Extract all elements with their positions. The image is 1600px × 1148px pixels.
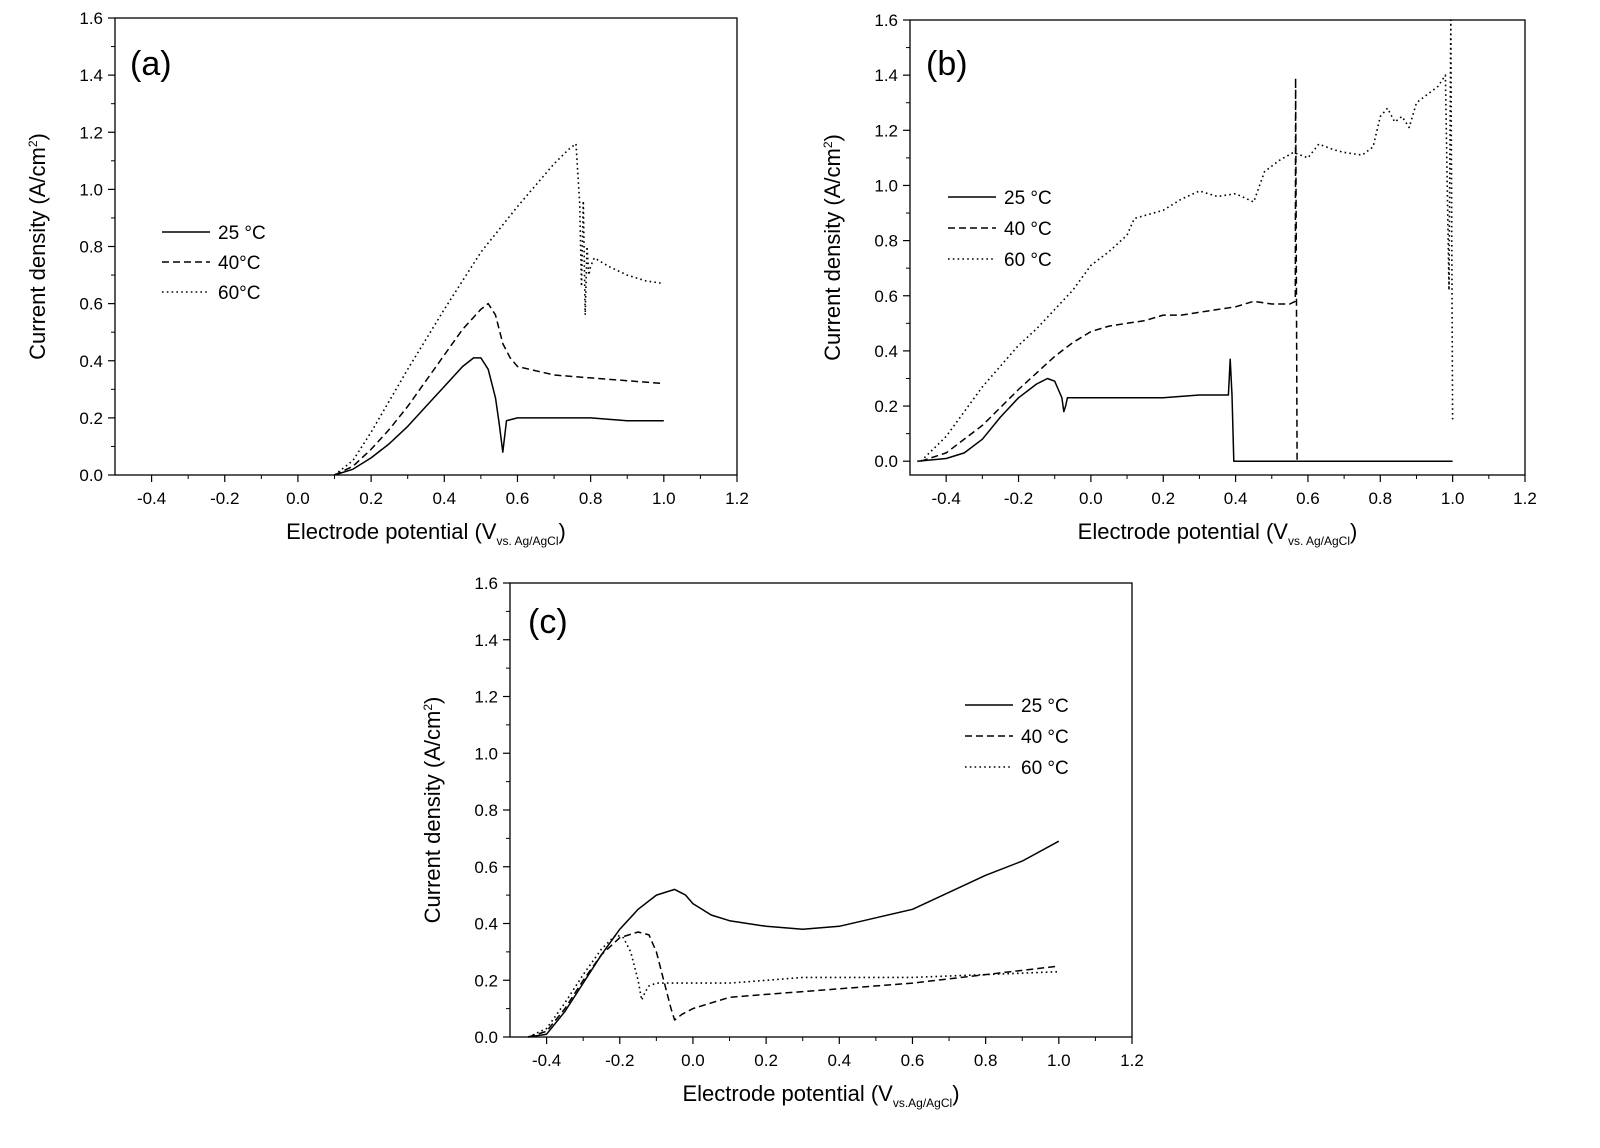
series-line — [917, 358, 1453, 462]
x-tick-label: -0.4 — [532, 1051, 561, 1070]
legend-label: 60°C — [218, 283, 260, 304]
legend-label: 25 °C — [1021, 696, 1069, 717]
y-tick-label: 1.2 — [474, 688, 498, 707]
y-tick-label: 0.0 — [79, 466, 103, 485]
x-axis-title: Electrode potential (Vvs.Ag/AgCl) — [682, 1081, 959, 1110]
panel-label: (b) — [926, 45, 968, 83]
x-tick-label: 1.0 — [1047, 1051, 1071, 1070]
legend-label: 60 °C — [1004, 250, 1052, 271]
x-tick-label: 0.2 — [754, 1051, 778, 1070]
y-tick-label: 1.0 — [474, 744, 498, 763]
legend: 25 °C 40 °C 60 °C — [965, 696, 1069, 779]
series-line — [528, 931, 1059, 1038]
y-tick-label: 1.0 — [79, 180, 103, 199]
y-tick-label: 1.6 — [474, 574, 498, 593]
y-tick-label: 0.6 — [474, 858, 498, 877]
chart-panel-c: -0.4 -0.2 0.0 0.2 0.4 0.6 0.8 1.0 1.2 0.0 0.2 0.4 0.… — [420, 574, 1144, 1110]
x-tick-label: 0.0 — [1079, 489, 1103, 508]
series-line — [528, 840, 1060, 1038]
x-tick-label: 1.2 — [1513, 489, 1537, 508]
y-axis-title: Current density (A/cm2) — [25, 133, 50, 360]
y-tick-label: 0.6 — [874, 287, 898, 306]
series-line — [920, 77, 1308, 462]
y-axis-title: Current density (A/cm2) — [820, 134, 845, 361]
series-line — [334, 302, 664, 476]
legend-label: 40°C — [218, 253, 260, 274]
y-tick-label: 0.2 — [874, 397, 898, 416]
series-line — [920, 19, 1454, 462]
x-tick-label: -0.4 — [137, 489, 166, 508]
x-tick-label: -0.2 — [605, 1051, 634, 1070]
chart-panel-b: -0.4 -0.2 0.0 0.2 0.4 0.6 0.8 1.0 1.2 0.0 0.2 0.4 0.… — [820, 11, 1537, 548]
x-tick-label: 0.2 — [359, 489, 383, 508]
y-tick-label: 1.2 — [874, 121, 898, 140]
y-tick-label: 0.4 — [474, 915, 498, 934]
legend: 25 °C 40 °C 60 °C — [948, 188, 1052, 271]
x-tick-label: 0.4 — [827, 1051, 851, 1070]
x-axis-title: Electrode potential (Vvs. Ag/AgCl) — [286, 519, 566, 548]
panel-label: (c) — [528, 603, 568, 641]
legend-label: 40 °C — [1004, 219, 1052, 240]
y-tick-label: 1.6 — [79, 9, 103, 28]
y-tick-label: 0.2 — [474, 971, 498, 990]
legend-label: 60 °C — [1021, 758, 1069, 779]
x-tick-label: 0.0 — [681, 1051, 705, 1070]
x-tick-label: 0.4 — [1224, 489, 1248, 508]
x-tick-label: 1.2 — [725, 489, 749, 508]
x-tick-label: 0.2 — [1151, 489, 1175, 508]
y-tick-label: 0.8 — [474, 801, 498, 820]
x-tick-label: 0.8 — [1368, 489, 1392, 508]
y-tick-label: 0.0 — [474, 1028, 498, 1047]
plot-frame — [909, 19, 1526, 476]
legend-label: 40 °C — [1021, 727, 1069, 748]
series-line — [334, 142, 664, 476]
x-tick-label: -0.2 — [1004, 489, 1033, 508]
x-tick-label: 0.4 — [432, 489, 456, 508]
y-axis-title: Current density (A/cm2) — [420, 697, 445, 924]
y-tick-label: 1.4 — [874, 66, 898, 85]
x-axis-title: Electrode potential (Vvs. Ag/AgCl) — [1078, 519, 1358, 548]
y-tick-label: 0.8 — [79, 238, 103, 257]
y-tick-label: 0.2 — [79, 409, 103, 428]
y-tick-label: 0.8 — [874, 232, 898, 251]
legend: 25 °C 40°C 60°C — [162, 223, 266, 304]
y-tick-label: 1.6 — [874, 11, 898, 30]
x-tick-label: 0.6 — [1296, 489, 1320, 508]
x-tick-label: 0.6 — [506, 489, 530, 508]
y-tick-label: 1.2 — [79, 123, 103, 142]
series-line — [527, 934, 1059, 1038]
chart-panel-a: -0.4 -0.2 0.0 0.2 0.4 0.6 0.8 1.0 1.2 0.0 0.2 0.4 0.… — [25, 9, 749, 548]
x-tick-label: 0.8 — [974, 1051, 998, 1070]
x-tick-label: 1.2 — [1120, 1051, 1144, 1070]
y-tick-label: 0.0 — [874, 452, 898, 471]
x-tick-label: -0.4 — [932, 489, 961, 508]
legend-label: 25 °C — [1004, 188, 1052, 209]
y-tick-label: 1.4 — [79, 66, 103, 85]
legend-label: 25 °C — [218, 223, 266, 244]
series-line — [334, 357, 664, 476]
x-tick-label: -0.2 — [210, 489, 239, 508]
y-tick-label: 0.4 — [874, 342, 898, 361]
x-tick-label: 0.0 — [286, 489, 310, 508]
y-tick-label: 1.0 — [874, 176, 898, 195]
panel-label: (a) — [130, 45, 172, 83]
y-tick-label: 0.4 — [79, 352, 103, 371]
x-tick-label: 1.0 — [1441, 489, 1465, 508]
x-tick-label: 0.8 — [579, 489, 603, 508]
x-tick-label: 1.0 — [652, 489, 676, 508]
x-tick-label: 0.6 — [901, 1051, 925, 1070]
y-tick-label: 0.6 — [79, 295, 103, 314]
y-tick-label: 1.4 — [474, 631, 498, 650]
